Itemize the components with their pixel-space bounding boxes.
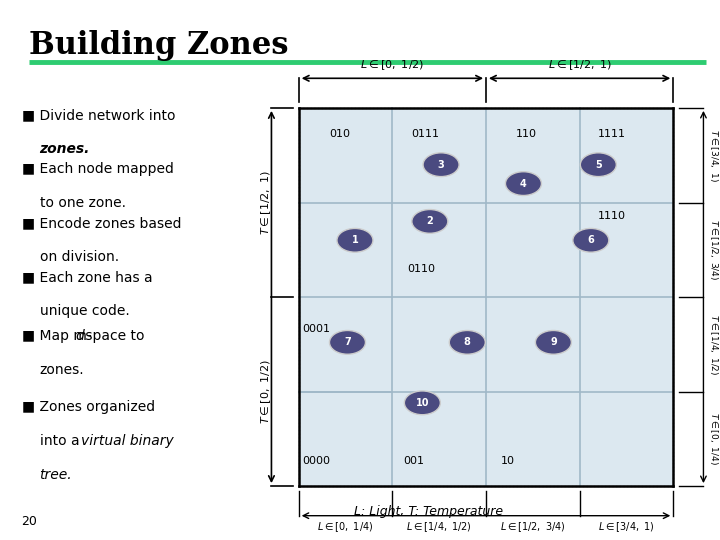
Text: 10: 10 [415,398,429,408]
Text: 9: 9 [550,338,557,347]
Text: 1: 1 [351,235,359,245]
Text: 0110: 0110 [408,264,436,274]
Text: 2: 2 [426,217,433,226]
Text: $T\in[1/4,\ 1/2)$: $T\in[1/4,\ 1/2)$ [708,314,720,375]
Text: space to: space to [81,329,145,343]
Text: $T\in[0,\ 1/4)$: $T\in[0,\ 1/4)$ [708,413,720,465]
Text: $T\in[0,\ 1/2)$: $T\in[0,\ 1/2)$ [258,359,273,424]
Text: 10: 10 [501,456,515,467]
Text: $T\in[1/2,\ 3/4)$: $T\in[1/2,\ 3/4)$ [708,219,720,280]
Text: 6: 6 [588,235,594,245]
Bar [299,108,673,486]
Text: into a: into a [40,434,84,448]
Text: 1111: 1111 [598,130,626,139]
Text: $L\in[0,\ 1/4)$: $L\in[0,\ 1/4)$ [318,520,374,534]
Text: 8: 8 [464,338,471,347]
Text: 0111: 0111 [411,130,439,139]
Text: ■ Divide network into: ■ Divide network into [22,108,175,122]
Ellipse shape [573,228,609,252]
Text: ■ Each node mapped: ■ Each node mapped [22,162,174,176]
Text: 5: 5 [595,160,602,170]
Text: Building Zones: Building Zones [29,30,288,60]
Text: 3: 3 [438,160,444,170]
Text: 20: 20 [22,515,37,528]
Text: 0001: 0001 [302,324,330,334]
Text: 001: 001 [404,456,425,467]
Text: $L\in[3/4,\ 1)$: $L\in[3/4,\ 1)$ [598,520,654,534]
Text: on division.: on division. [40,250,119,264]
Text: $L\in[0,\ 1/2)$: $L\in[0,\ 1/2)$ [361,58,424,72]
Text: unique code.: unique code. [40,304,130,318]
Text: ■ Map m-: ■ Map m- [22,329,91,343]
Text: $T\in[1/2,\ 1)$: $T\in[1/2,\ 1)$ [258,170,273,235]
Text: $L\in[1/2,\ 1)$: $L\in[1/2,\ 1)$ [548,58,611,72]
Ellipse shape [330,330,366,354]
Text: L: Light, T: Temperature: L: Light, T: Temperature [354,505,503,518]
Text: ■ Zones organized: ■ Zones organized [22,400,155,414]
Ellipse shape [449,330,485,354]
Text: $T\in[3/4,\ 1)$: $T\in[3/4,\ 1)$ [708,129,720,181]
Text: zones.: zones. [40,142,90,156]
Text: $L\in[1/4,\ 1/2)$: $L\in[1/4,\ 1/2)$ [406,520,472,534]
Text: to one zone.: to one zone. [40,196,125,210]
Text: ■ Each zone has a: ■ Each zone has a [22,270,152,284]
Text: 0000: 0000 [302,456,330,467]
Text: d: d [75,329,84,343]
Ellipse shape [423,153,459,177]
Text: $L\in[1/2,\ 3/4)$: $L\in[1/2,\ 3/4)$ [500,520,566,534]
Text: 010: 010 [329,130,350,139]
Text: 110: 110 [516,130,537,139]
Text: 4: 4 [520,179,527,188]
Text: tree.: tree. [40,468,72,482]
Text: virtual binary: virtual binary [81,434,174,448]
Ellipse shape [405,391,441,415]
Ellipse shape [412,210,448,233]
Text: ■ Encode zones based: ■ Encode zones based [22,216,181,230]
Ellipse shape [505,172,541,195]
Text: 1110: 1110 [598,211,626,221]
Ellipse shape [337,228,373,252]
Ellipse shape [580,153,616,177]
Text: 7: 7 [344,338,351,347]
Text: zones.: zones. [40,363,84,377]
Ellipse shape [536,330,572,354]
